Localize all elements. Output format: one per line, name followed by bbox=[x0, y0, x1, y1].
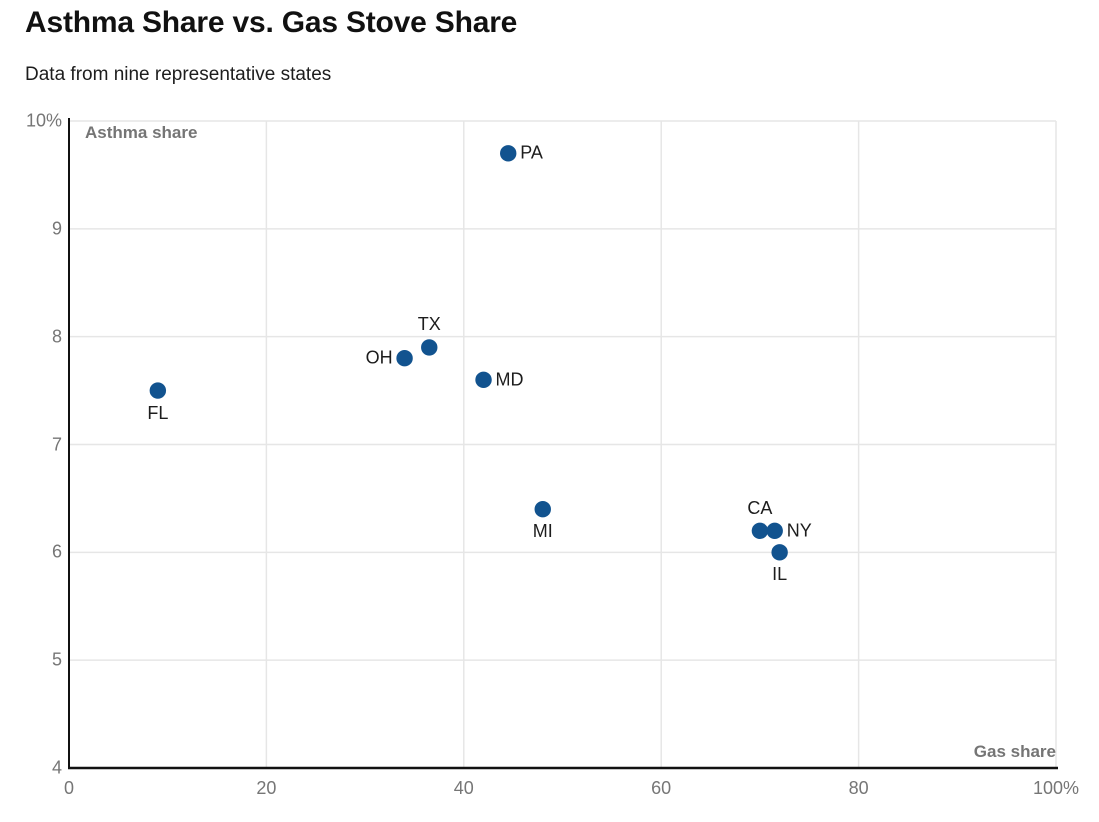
y-tick-label: 9 bbox=[51, 218, 62, 239]
x-tick-label: 100% bbox=[1032, 778, 1080, 798]
y-tick-label: 4 bbox=[51, 757, 62, 778]
point-label-FL: FL bbox=[147, 402, 169, 423]
y-tick-label: 10% bbox=[25, 110, 62, 131]
point-label-PA: PA bbox=[520, 142, 543, 163]
data-point-CA bbox=[751, 522, 769, 539]
data-point-MD bbox=[475, 371, 492, 388]
y-tick-label: 6 bbox=[51, 541, 62, 562]
point-label-NY: NY bbox=[786, 520, 812, 541]
x-tick-label: 20 bbox=[256, 778, 277, 798]
data-point-MI bbox=[534, 501, 551, 518]
x-tick-label: 80 bbox=[848, 778, 869, 798]
x-tick-label: 0 bbox=[63, 778, 75, 798]
point-label-MI: MI bbox=[532, 521, 553, 542]
data-point-TX bbox=[421, 339, 438, 356]
data-point-IL bbox=[771, 544, 788, 561]
data-point-OH bbox=[396, 350, 413, 367]
data-point-FL bbox=[149, 382, 167, 399]
chart-title: Asthma Share vs. Gas Stove Share bbox=[25, 6, 518, 39]
y-tick-label: 5 bbox=[51, 649, 62, 670]
y-tick-label: 8 bbox=[51, 326, 62, 347]
y-axis-title: Asthma share bbox=[85, 123, 198, 142]
data-point-NY bbox=[766, 522, 783, 539]
point-label-TX: TX bbox=[417, 314, 441, 335]
point-label-OH: OH bbox=[365, 347, 393, 368]
point-label-CA: CA bbox=[747, 497, 773, 518]
point-label-IL: IL bbox=[772, 564, 788, 585]
x-tick-label: 60 bbox=[651, 778, 672, 798]
x-axis-title: Gas share bbox=[973, 742, 1056, 761]
point-label-MD: MD bbox=[495, 369, 524, 390]
chart-subtitle: Data from nine representative states bbox=[25, 64, 332, 85]
y-tick-label: 7 bbox=[51, 434, 62, 454]
data-point-PA bbox=[500, 145, 517, 162]
x-tick-label: 40 bbox=[453, 778, 474, 798]
